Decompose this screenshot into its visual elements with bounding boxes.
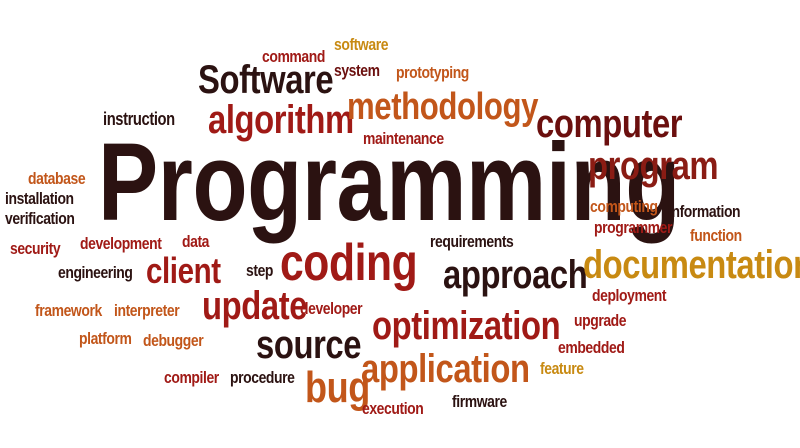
word-debugger: debugger — [143, 331, 204, 350]
word-software-big: Software — [198, 58, 334, 102]
word-upgrade: upgrade — [574, 311, 627, 330]
word-command: command — [262, 47, 325, 66]
word-computing: computing — [590, 197, 658, 216]
word-compiler: compiler — [164, 368, 219, 387]
word-development: development — [80, 234, 162, 253]
word-software-small: software — [334, 35, 389, 54]
word-execution: execution — [362, 399, 424, 418]
word-update: update — [202, 284, 308, 328]
word-security: security — [10, 239, 61, 258]
word-database: database — [28, 169, 86, 188]
word-programmer: programmer — [594, 218, 673, 237]
word-function: function — [690, 226, 742, 245]
word-optimization: optimization — [372, 304, 561, 348]
word-prototyping: prototyping — [396, 63, 469, 82]
word-procedure: procedure — [230, 368, 295, 387]
word-deployment: deployment — [592, 286, 667, 305]
word-computer: computer — [536, 102, 683, 146]
word-coding: coding — [280, 234, 418, 292]
word-engineering: engineering — [58, 263, 133, 282]
word-bug: bug — [305, 363, 370, 412]
word-programming: Programming — [98, 121, 680, 244]
word-firmware: firmware — [452, 392, 507, 411]
word-feature: feature — [540, 359, 584, 378]
word-developer: developer — [300, 299, 363, 318]
word-system: system — [334, 61, 380, 80]
word-information: information — [668, 202, 741, 221]
word-embedded: embedded — [558, 338, 625, 357]
word-application: application — [361, 347, 530, 391]
word-algorithm: algorithm — [208, 98, 354, 142]
word-data: data — [182, 232, 210, 251]
word-instruction: instruction — [103, 109, 175, 129]
word-installation: installation — [5, 189, 74, 208]
word-source: source — [256, 323, 362, 367]
word-approach: approach — [443, 253, 588, 297]
word-methodology: methodology — [347, 86, 539, 128]
word-client: client — [146, 250, 221, 291]
word-verification: verification — [5, 209, 75, 228]
word-maintenance: maintenance — [363, 129, 444, 148]
word-step: step — [246, 261, 274, 280]
word-framework: framework — [35, 301, 102, 320]
word-platform: platform — [79, 329, 132, 348]
word-program: program — [588, 144, 719, 188]
word-requirements: requirements — [430, 232, 514, 251]
word-documentation: documentation — [583, 243, 800, 287]
word-interpreter: interpreter — [114, 301, 180, 320]
